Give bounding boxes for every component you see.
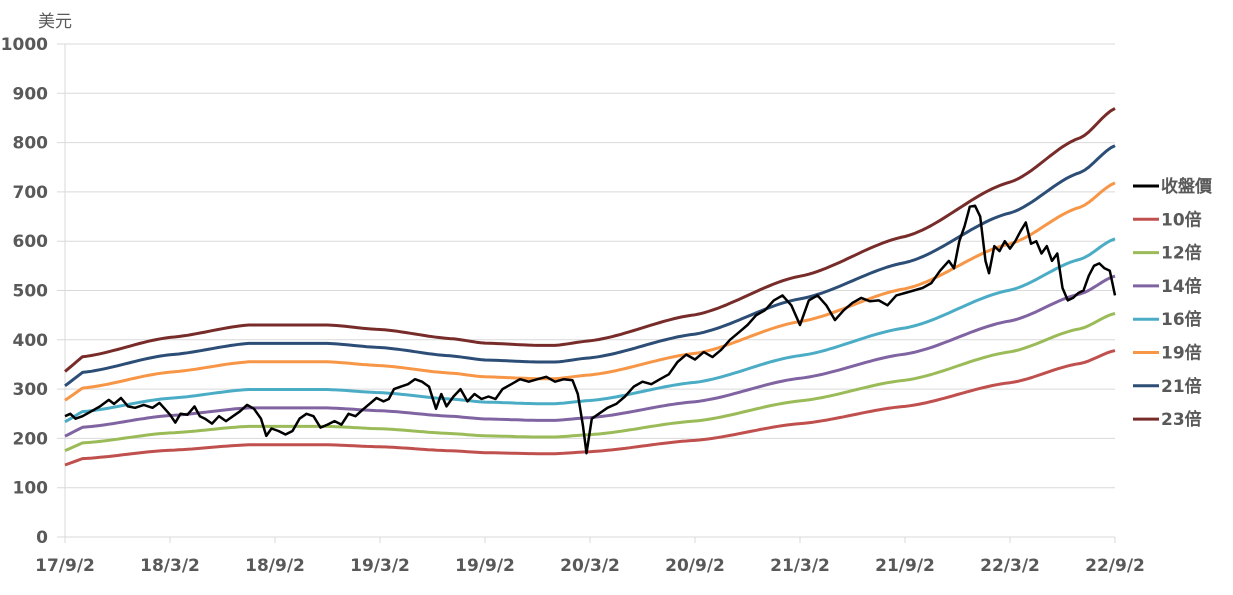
legend-item: 23倍 bbox=[1133, 409, 1202, 430]
legend-label: 14倍 bbox=[1161, 276, 1202, 297]
price-line-group bbox=[64, 204, 1117, 455]
band-line-21x bbox=[64, 144, 1116, 387]
legend-label: 21倍 bbox=[1161, 376, 1202, 397]
x-tick-label: 20/9/2 bbox=[665, 556, 725, 576]
legend-label: 收盤價 bbox=[1161, 176, 1213, 197]
band-line-19x bbox=[64, 181, 1116, 402]
band-lines bbox=[64, 107, 1116, 467]
band-line-10x bbox=[64, 349, 1116, 467]
legend-label: 19倍 bbox=[1161, 343, 1202, 364]
legend-label: 12倍 bbox=[1161, 243, 1202, 264]
y-tick-label: 1000 bbox=[1, 35, 48, 55]
band-line-23x bbox=[64, 107, 1116, 373]
x-tick-label: 19/3/2 bbox=[350, 556, 410, 576]
legend-item: 14倍 bbox=[1133, 276, 1202, 297]
y-tick-label: 400 bbox=[13, 331, 49, 351]
y-tick-label: 300 bbox=[13, 380, 49, 400]
y-tick-label: 200 bbox=[13, 429, 49, 449]
x-tick-label: 17/9/2 bbox=[35, 556, 95, 576]
x-tick-label: 19/9/2 bbox=[455, 556, 515, 576]
legend-label: 23倍 bbox=[1161, 409, 1202, 430]
x-tick-label: 18/3/2 bbox=[140, 556, 200, 576]
legend: 收盤價 10倍 12倍 14倍 16倍 19倍 21倍 23倍 bbox=[1133, 176, 1213, 430]
x-tick-label: 21/3/2 bbox=[770, 556, 830, 576]
band-line-16x bbox=[64, 237, 1116, 424]
y-tick-label: 700 bbox=[13, 183, 49, 203]
x-tick-label: 22/3/2 bbox=[980, 556, 1040, 576]
y-tick-label: 600 bbox=[13, 232, 49, 252]
legend-item: 21倍 bbox=[1133, 376, 1202, 397]
y-tick-label: 900 bbox=[13, 84, 49, 104]
y-tick-label: 0 bbox=[36, 528, 48, 548]
legend-label: 10倍 bbox=[1161, 209, 1202, 230]
band-line-14x bbox=[64, 274, 1116, 438]
legend-item: 收盤價 bbox=[1133, 176, 1213, 197]
x-tick-labels: 17/9/2 18/3/2 18/9/2 19/3/2 19/9/2 20/3/2 20/9… bbox=[35, 556, 1145, 576]
gridlines bbox=[57, 43, 1116, 543]
legend-label: 16倍 bbox=[1161, 309, 1202, 330]
x-tick-label: 21/9/2 bbox=[875, 556, 935, 576]
x-tick-label: 18/9/2 bbox=[245, 556, 305, 576]
price-line bbox=[64, 204, 1117, 455]
x-tick-label: 20/3/2 bbox=[560, 556, 620, 576]
legend-item: 19倍 bbox=[1133, 343, 1202, 364]
y-tick-labels: 0 100 200 300 400 500 600 700 800 900 1000 bbox=[1, 35, 48, 548]
y-axis-unit-label: 美元 bbox=[38, 12, 72, 32]
y-tick-label: 800 bbox=[13, 134, 49, 154]
y-tick-label: 500 bbox=[13, 282, 49, 302]
x-tick-label: 22/9/2 bbox=[1085, 556, 1145, 576]
legend-item: 16倍 bbox=[1133, 309, 1202, 330]
legend-item: 10倍 bbox=[1133, 209, 1202, 230]
y-tick-label: 100 bbox=[13, 479, 49, 499]
legend-item: 12倍 bbox=[1133, 243, 1202, 264]
